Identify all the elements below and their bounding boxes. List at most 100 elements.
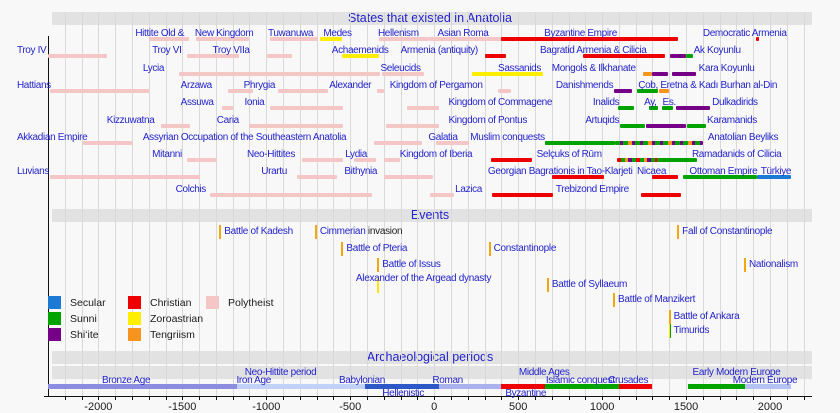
state-label[interactable]: Phrygia [243,79,276,91]
state-label[interactable]: Arzawa [180,79,213,91]
state-label[interactable]: Kara Koyunlu [698,62,755,74]
state-label[interactable]: Assyrian Occupation of the Southeastern … [142,131,347,143]
state-label[interactable]: Caria [216,114,240,126]
state-label[interactable]: Neo-Hittites [246,149,296,161]
state-label[interactable]: Medes [323,28,352,39]
event-label[interactable]: Constantinople [494,243,557,254]
state-label[interactable]: Es. [662,97,677,109]
event-label[interactable]: Battle of Issus [382,259,441,270]
state-label[interactable]: Hattians [16,79,51,91]
state-label[interactable]: Danishmends [555,79,614,91]
event-tick [488,242,491,256]
state-label[interactable]: Galatia [428,131,458,143]
state-label[interactable]: Colchis [175,183,207,195]
event-label[interactable]: Timurids [674,325,710,336]
event-link-text[interactable]: Battle of Manzikert [618,294,696,305]
state-label[interactable]: Assuwa [180,97,214,109]
event-label[interactable]: Nationalism [749,259,798,270]
state-label[interactable]: Troy IV [16,45,47,57]
state-label[interactable]: Kizzuwatna [106,114,155,126]
event-link-text[interactable]: Battle of Syllaeum [551,279,628,290]
gridline [249,12,251,397]
state-label[interactable]: Ay, [644,97,657,109]
archaeology-age-label[interactable]: Crusades [608,375,649,386]
archaeology-age-label[interactable]: Hellenistic [382,388,424,399]
archaeology-age-label[interactable]: Modern Europe [732,375,798,386]
event-label[interactable]: Battle of Ankara [674,311,740,322]
state-label[interactable]: Seleucids [380,62,421,74]
state-label[interactable]: Artuqids [585,114,620,126]
event-link-text[interactable]: Nationalism [749,259,798,270]
event-link-text[interactable]: Battle of Kadesh [224,226,293,237]
state-label[interactable]: Tuwanuwa [267,28,314,39]
state-label[interactable]: Lydia [345,149,367,161]
event-link-text[interactable]: Alexander of the Argead dynasty [355,273,492,284]
archaeology-age-label[interactable]: Islamic conquest [545,375,615,386]
state-label[interactable]: Armenia (antiquity) [400,45,479,57]
state-label[interactable]: Akkadian Empire [16,131,88,143]
state-label[interactable]: Trebizond Empire [555,183,629,195]
state-label[interactable]: Inalids [592,97,620,109]
event-link-text[interactable]: Battle of Ankara [673,311,740,322]
archaeology-age-label[interactable]: Babylonian [338,375,385,386]
state-label[interactable]: Achaemenids [331,45,389,57]
state-label[interactable]: Ramadanids of Cilicia [691,149,782,161]
state-label[interactable]: Anatolian Beyliks [707,131,779,143]
state-label[interactable]: Selçuks of Rūm [536,149,602,161]
state-label[interactable]: Nicaea [637,166,667,178]
event-link-text[interactable]: Timurids [673,325,710,336]
state-label[interactable]: Türkiye [760,166,792,178]
state-label[interactable]: Kingdom of Commagene [448,97,553,109]
archaeology-age-label[interactable]: Bronze Age [101,375,151,386]
event-link-text[interactable]: Battle of Pteria [346,243,408,254]
event-label[interactable]: Battle of Pteria [346,243,407,254]
state-label[interactable]: Karamanids [707,114,757,126]
state-label[interactable]: Mongols & Ilkhanate [551,62,636,74]
state-label[interactable]: Troy VI [152,45,182,57]
event-label[interactable]: Battle of Manzikert [618,294,695,305]
event-link-text[interactable]: Battle of Issus [382,259,441,270]
state-label[interactable]: Bithynia [344,166,378,178]
state-label[interactable]: Kingdom of Pergamon [389,79,483,91]
state-label[interactable]: Mitanni [152,149,182,161]
x-axis-tick [551,397,553,400]
state-label[interactable]: Kingdom of Iberia [399,149,473,161]
state-label[interactable]: Hellenism [377,28,419,39]
state-label[interactable]: Hittite Old & [135,28,185,39]
state-label[interactable]: Ak Koyunlu [693,45,741,57]
event-label[interactable]: Alexander of the Argead dynasty [355,273,492,284]
event-link-text[interactable]: Constantinople [493,243,557,254]
archaeology-period-label[interactable]: Early Modern Europe [692,367,781,378]
state-label[interactable]: Ottoman Empire [689,166,758,178]
state-label[interactable]: Sassanids [498,62,541,74]
state-label[interactable]: Alexander [329,79,372,91]
event-label[interactable]: Fall of Constantinople [682,226,772,237]
archaeology-age-label[interactable]: Roman [432,375,463,386]
state-label[interactable]: Çob, Eretna & Kadı Burhan al-Din [638,79,778,91]
state-label[interactable]: Kingdom of Pontus [448,114,528,126]
archaeology-period-label[interactable]: Middle Ages [518,367,570,378]
state-label[interactable]: Byzantine Empire [544,28,617,39]
state-label[interactable]: Luvians [16,166,49,178]
event-link-text[interactable]: Cimmerian [319,226,366,237]
state-label[interactable]: Georgian Bagrationis in Tao-Klarjeti [487,166,633,178]
event-label[interactable]: Cimmerian invasion [319,226,403,237]
state-label[interactable]: Urartu [261,166,287,178]
event-label[interactable]: Battle of Syllaeum [551,279,628,290]
state-label[interactable]: Democratic Armenia [702,28,787,39]
event-link-text[interactable]: Fall of Constantinople [682,226,773,237]
archaeology-age-label[interactable]: Byzantine [505,388,547,399]
state-label[interactable]: Bagratid Armenia & Cilicia [539,45,647,57]
event-label[interactable]: Battle of Kadesh [224,226,293,237]
state-label[interactable]: Asian Roma [437,28,489,39]
state-label[interactable]: Muslim conquests [470,131,545,143]
archaeology-period-label[interactable]: Neo-Hittite period [244,367,317,378]
state-bar [657,158,697,163]
state-label[interactable]: Ionia [244,97,265,109]
state-label[interactable]: Lycia [142,62,165,74]
state-label[interactable]: Dulkadirids [712,97,758,109]
state-label[interactable]: Lazica [455,183,482,195]
state-label[interactable]: New Kingdom [194,28,254,39]
archaeology-age-label[interactable]: Iron Age [236,375,271,386]
state-label[interactable]: Troy VIIa [212,45,250,57]
